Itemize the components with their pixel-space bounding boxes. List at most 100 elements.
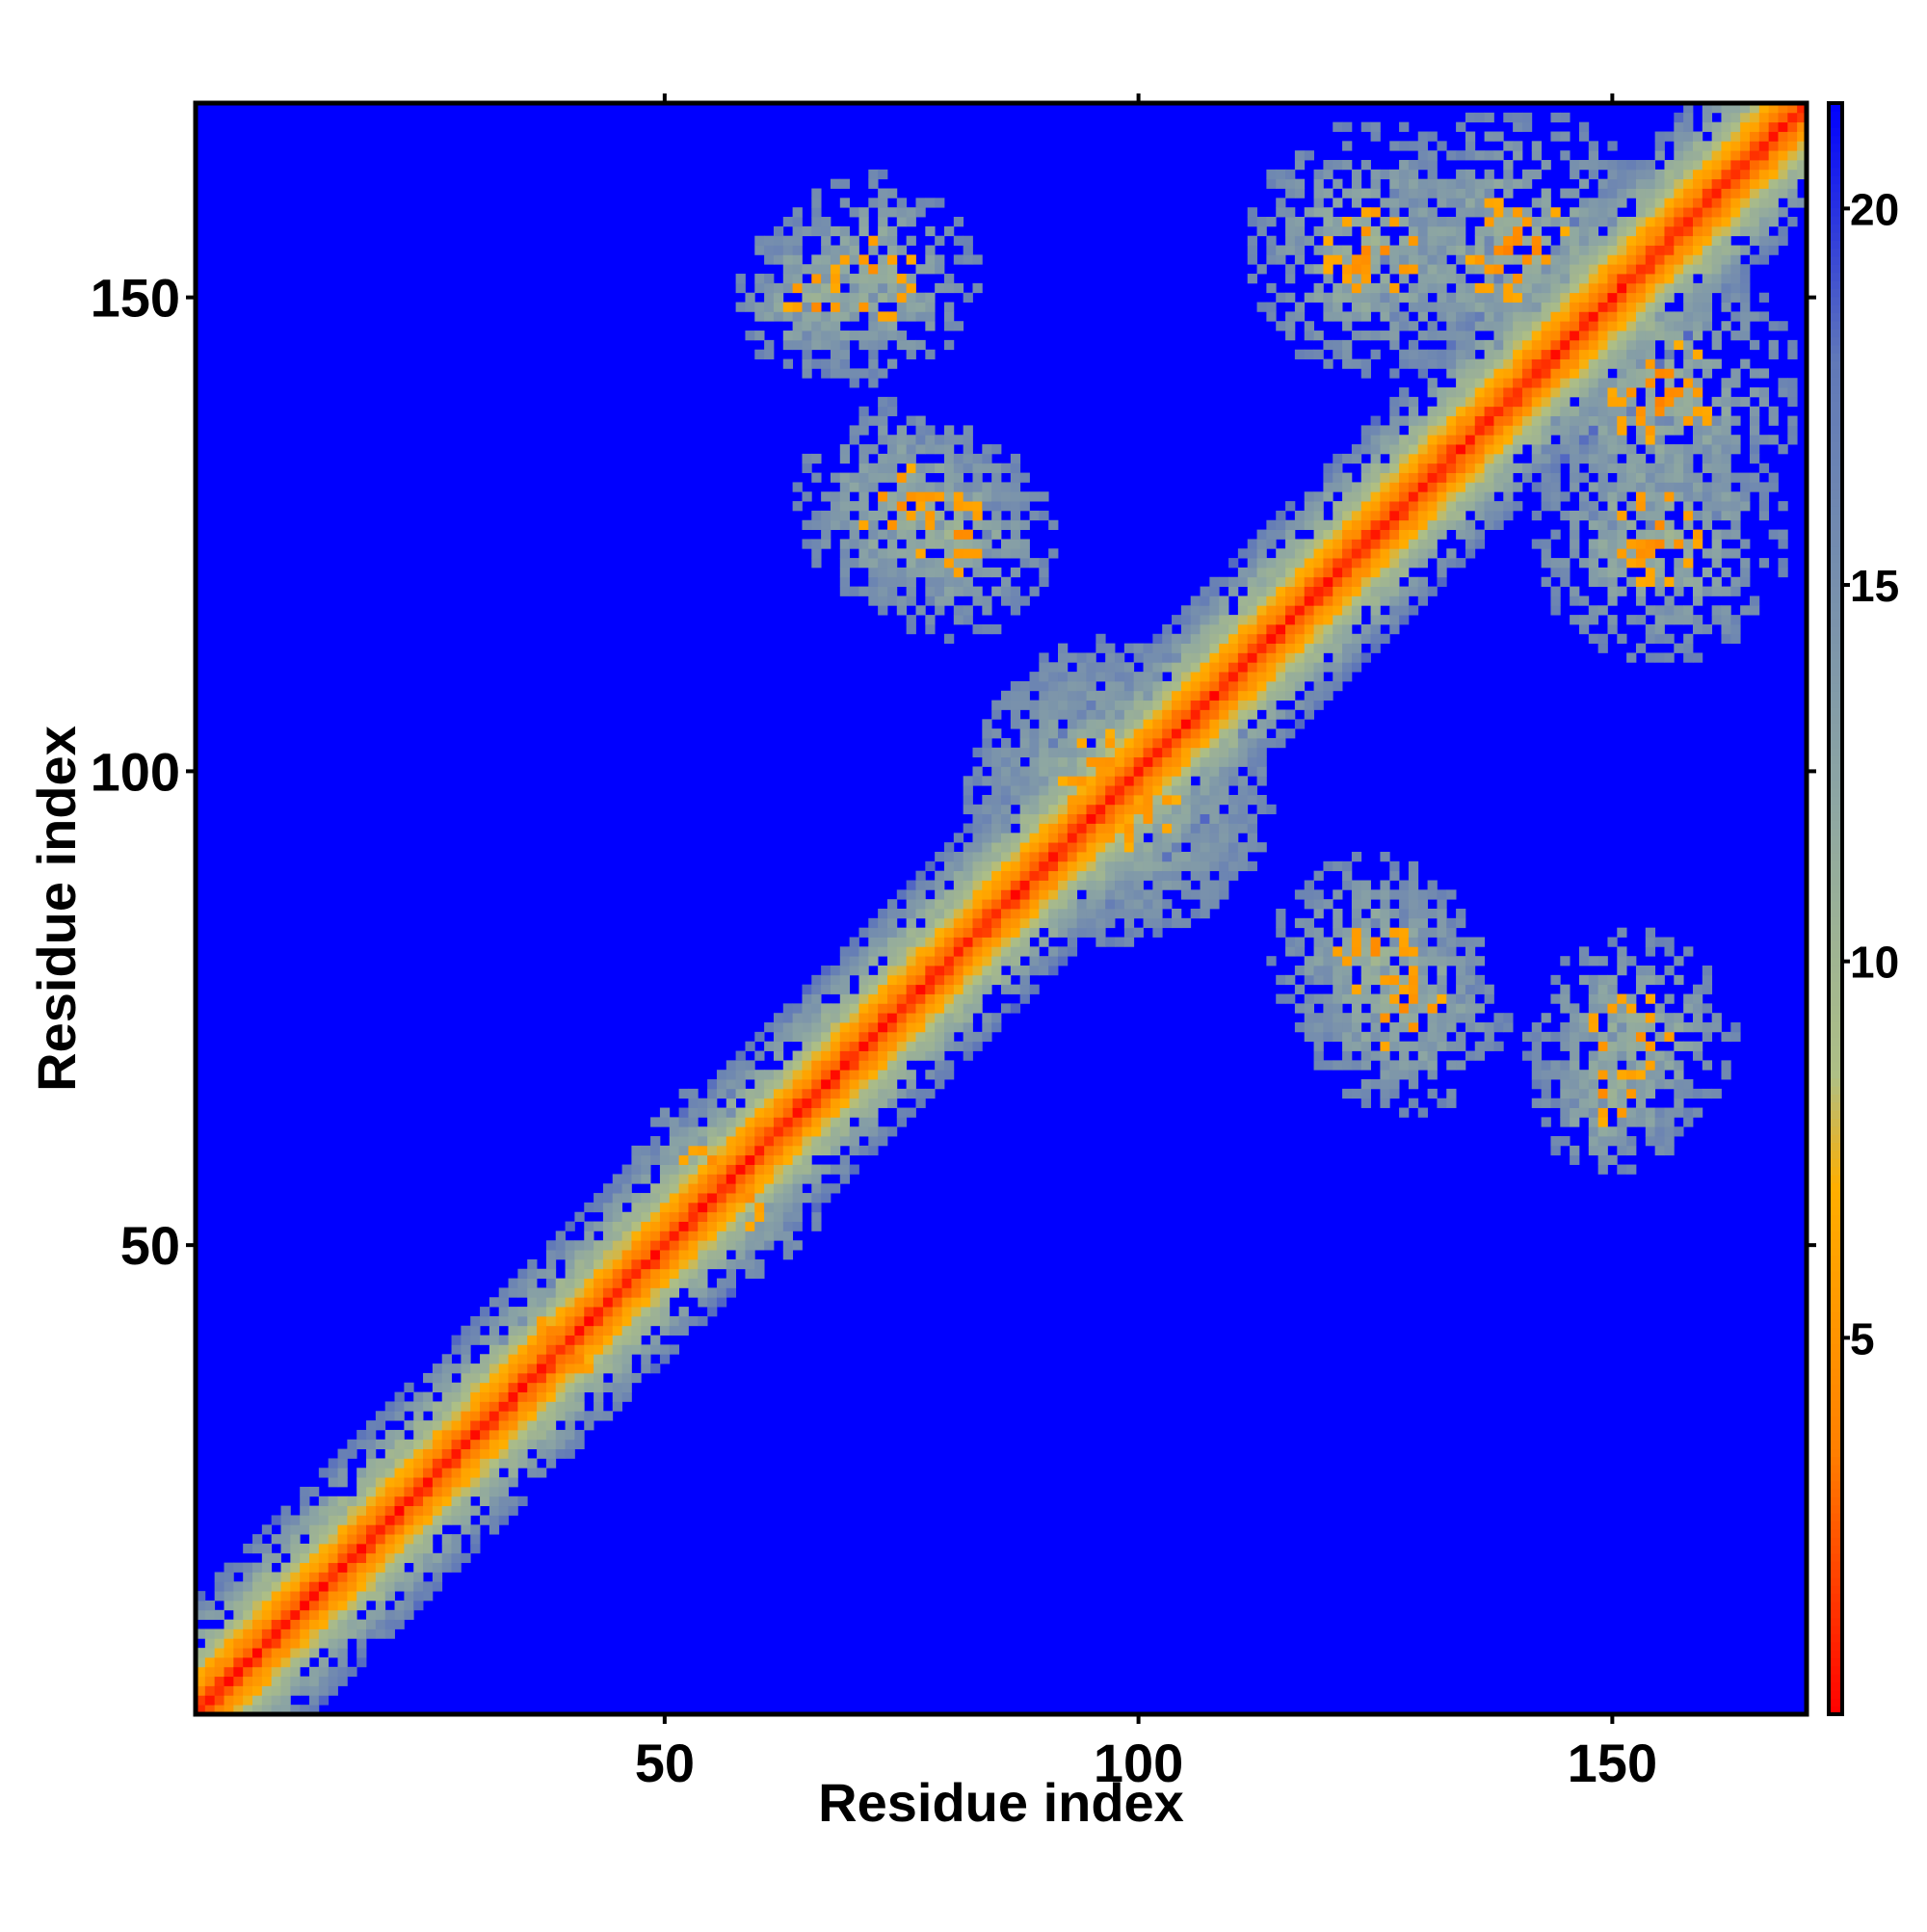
heatmap-cell <box>432 1524 443 1535</box>
heatmap-cell <box>1531 198 1543 208</box>
heatmap-cell <box>953 282 964 294</box>
heatmap-cell <box>1513 254 1523 265</box>
heatmap-cell <box>1351 188 1362 198</box>
heatmap-cell <box>441 1439 452 1450</box>
heatmap-cell <box>413 1458 424 1469</box>
heatmap-cell <box>1123 700 1135 710</box>
heatmap-cell <box>1484 510 1494 521</box>
heatmap-cell <box>925 529 936 540</box>
heatmap-cell <box>1578 1098 1590 1108</box>
heatmap-cell <box>688 1240 699 1251</box>
heatmap-cell <box>792 235 803 246</box>
heatmap-cell <box>375 1581 386 1592</box>
heatmap-cell <box>707 1088 718 1099</box>
heatmap-cell <box>1001 595 1012 606</box>
heatmap-cell <box>1521 331 1533 341</box>
heatmap-cell <box>935 956 945 966</box>
heatmap-cell <box>925 880 936 890</box>
heatmap-cell <box>423 1591 434 1601</box>
heatmap-cell <box>1133 709 1144 720</box>
heatmap-cell <box>1578 178 1590 189</box>
heatmap-cell <box>1541 264 1551 275</box>
heatmap-cell <box>1399 491 1410 502</box>
heatmap-cell <box>1380 899 1390 910</box>
heatmap-cell <box>935 1079 945 1090</box>
heatmap-cell <box>1333 453 1343 464</box>
heatmap-cell <box>1570 1117 1580 1127</box>
heatmap-cell <box>480 1307 490 1317</box>
heatmap-cell <box>508 1325 518 1336</box>
heatmap-cell <box>498 1486 509 1497</box>
heatmap-cell <box>1380 917 1390 929</box>
heatmap-cell <box>1578 198 1590 208</box>
heatmap-cell <box>1465 519 1476 530</box>
heatmap-cell <box>1219 851 1229 862</box>
heatmap-cell <box>754 1240 765 1251</box>
heatmap-cell <box>488 1495 500 1507</box>
heatmap-cell <box>1172 851 1182 862</box>
heatmap-cell <box>886 207 898 218</box>
heatmap-cell <box>309 1705 320 1715</box>
heatmap-cell <box>1001 1003 1012 1014</box>
heatmap-cell <box>1351 652 1362 663</box>
heatmap-cell <box>1333 292 1343 303</box>
heatmap-cell <box>1417 472 1428 483</box>
heatmap-cell <box>1333 1003 1343 1014</box>
heatmap-cell <box>1152 785 1163 796</box>
heatmap-cell <box>1465 444 1476 455</box>
heatmap-cell <box>707 1154 718 1165</box>
heatmap-cell <box>488 1420 500 1431</box>
heatmap-cell <box>1162 756 1173 767</box>
heatmap-cell <box>602 1268 614 1279</box>
heatmap-cell <box>1143 917 1153 929</box>
heatmap-cell <box>1076 737 1087 749</box>
heatmap-cell <box>991 927 1002 938</box>
heatmap-cell <box>868 510 879 521</box>
heatmap-cell <box>1437 472 1447 483</box>
heatmap-cell <box>423 1372 434 1384</box>
heatmap-cell <box>1276 576 1286 587</box>
heatmap-cell <box>821 1126 832 1137</box>
heatmap-cell <box>982 860 992 872</box>
heatmap-cell <box>1503 339 1514 351</box>
heatmap-cell <box>1513 311 1523 322</box>
heatmap-cell <box>906 339 916 351</box>
heatmap-cell <box>545 1391 557 1402</box>
heatmap-cell <box>650 1202 661 1213</box>
heatmap-cell <box>698 1145 708 1156</box>
heatmap-cell <box>1360 282 1371 294</box>
heatmap-cell <box>1456 909 1466 919</box>
heatmap-cell <box>716 1231 727 1241</box>
heatmap-cell <box>1019 700 1030 710</box>
heatmap-cell <box>1294 937 1306 947</box>
heatmap-cell <box>1285 264 1296 275</box>
heatmap-cell <box>1531 444 1543 455</box>
heatmap-cell <box>1531 539 1543 549</box>
heatmap-cell <box>830 368 841 379</box>
heatmap-cell <box>1304 150 1314 161</box>
heatmap-cell <box>1503 368 1514 379</box>
heatmap-cell <box>1437 349 1447 359</box>
heatmap-cell <box>441 1562 452 1573</box>
heatmap-cell <box>394 1619 405 1629</box>
heatmap-cell <box>1190 605 1201 616</box>
heatmap-cell <box>537 1391 547 1402</box>
heatmap-cell <box>1086 860 1096 872</box>
heatmap-cell <box>1237 842 1249 853</box>
heatmap-cell <box>594 1193 604 1204</box>
heatmap-cell <box>1323 633 1333 645</box>
heatmap-cell <box>1105 794 1116 806</box>
heatmap-cell <box>1437 946 1447 957</box>
heatmap-cell <box>574 1429 585 1441</box>
heatmap-cell <box>1560 131 1571 142</box>
heatmap-cell <box>1219 880 1229 890</box>
heatmap-cell <box>915 1022 926 1033</box>
heatmap-cell <box>1133 842 1144 853</box>
heatmap-cell <box>318 1524 330 1535</box>
heatmap-cell <box>915 501 926 512</box>
heatmap-cell <box>1333 529 1343 540</box>
heatmap-cell <box>1578 946 1590 957</box>
heatmap-cell <box>1578 623 1590 635</box>
heatmap-cell <box>470 1382 481 1392</box>
heatmap-cell <box>1029 709 1040 720</box>
